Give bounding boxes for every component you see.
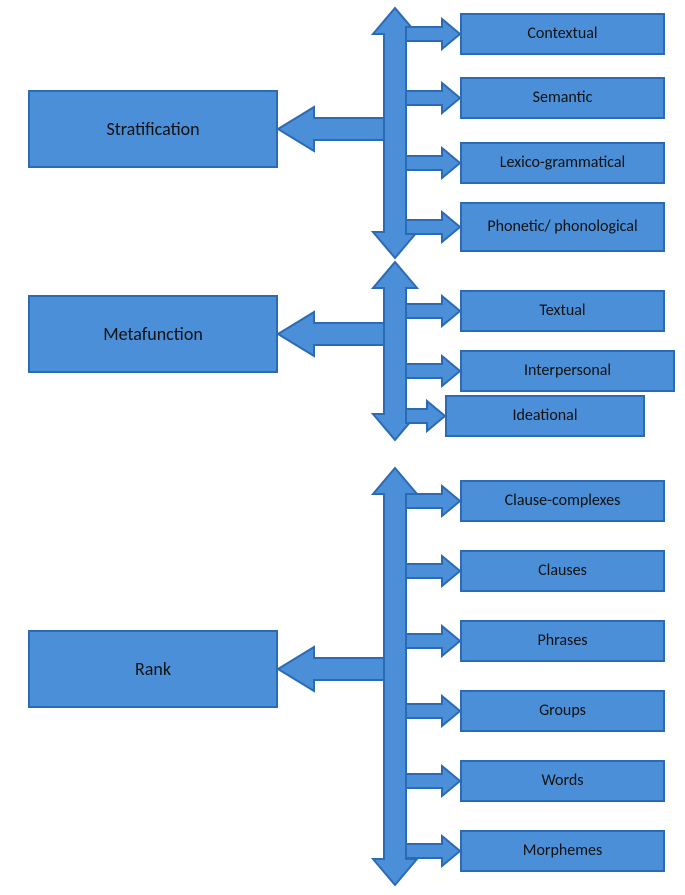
box-label: Clause-complexes: [505, 492, 621, 510]
box-label: Phrases: [537, 632, 587, 650]
sub-box-groups: Groups: [460, 690, 665, 732]
right-arrow-4: [406, 296, 460, 326]
box-label: Ideational: [512, 407, 577, 425]
left-arrow-2: [278, 647, 384, 691]
right-arrow-2: [406, 148, 460, 178]
box-label: Rank: [135, 659, 171, 680]
box-label: Textual: [539, 302, 585, 320]
box-label: Groups: [539, 702, 586, 720]
right-arrow-7: [406, 486, 460, 516]
right-arrow-6: [406, 401, 445, 431]
sub-box-semantic: Semantic: [460, 77, 665, 119]
sub-box-lexgram: Lexico-grammatical: [460, 142, 665, 184]
right-arrow-0: [406, 19, 460, 49]
sub-box-phonetic: Phonetic/ phonological: [460, 202, 665, 252]
box-label: Contextual: [527, 25, 597, 43]
right-arrow-5: [406, 356, 460, 386]
sub-box-phrases: Phrases: [460, 620, 665, 662]
main-box-metafunction: Metafunction: [28, 295, 278, 373]
sub-box-contextual: Contextual: [460, 13, 665, 55]
main-box-stratification: Stratification: [28, 90, 278, 168]
box-label: Morphemes: [523, 842, 602, 860]
sub-box-clausecomplex: Clause-complexes: [460, 480, 665, 522]
left-arrow-0: [278, 107, 384, 151]
right-arrow-11: [406, 766, 460, 796]
sub-box-interpersonal: Interpersonal: [460, 350, 675, 392]
box-label: Clauses: [538, 562, 587, 580]
sub-box-morphemes: Morphemes: [460, 830, 665, 872]
right-arrow-10: [406, 696, 460, 726]
sub-box-clauses: Clauses: [460, 550, 665, 592]
sub-box-textual: Textual: [460, 290, 665, 332]
box-label: Lexico-grammatical: [500, 154, 625, 172]
box-label: Phonetic/ phonological: [487, 218, 637, 236]
right-arrow-12: [406, 836, 460, 866]
box-label: Metafunction: [103, 324, 203, 345]
right-arrow-1: [406, 83, 460, 113]
box-label: Semantic: [533, 89, 593, 107]
box-label: Interpersonal: [524, 362, 611, 380]
right-arrow-9: [406, 626, 460, 656]
vertical-arrow-2: [373, 468, 417, 885]
box-label: Words: [541, 772, 583, 790]
vertical-arrow-1: [373, 262, 417, 440]
left-arrow-1: [278, 312, 384, 356]
main-box-rank: Rank: [28, 630, 278, 708]
right-arrow-8: [406, 556, 460, 586]
sub-box-ideational: Ideational: [445, 395, 645, 437]
sub-box-words: Words: [460, 760, 665, 802]
box-label: Stratification: [106, 119, 199, 140]
right-arrow-3: [406, 212, 460, 242]
vertical-arrow-0: [373, 8, 417, 258]
